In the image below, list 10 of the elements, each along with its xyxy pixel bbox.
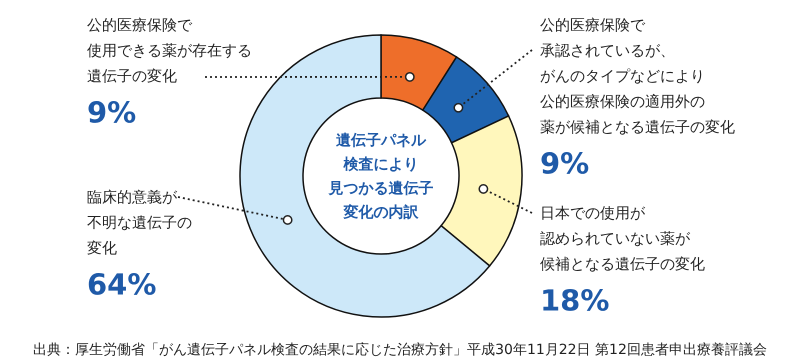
data-label: 18% [540,284,610,318]
slice-label: 公的医療保険で使用できる薬が存在する遺伝子の変化 [87,16,252,85]
slice-label: 公的医療保険で承認されているが、がんのタイプなどにより公的医療保険の適用外の薬が候補となる遺伝子の変化 [540,16,735,136]
source-note: 出典：厚生労働省「がん遺伝子パネル検査の結果に応じた治療方針」平成30年11月22日 第12回患者申出療養評議会 [33,342,767,358]
data-label: 9% [87,96,136,130]
text: 遺伝子パネル検査により見つかる遺伝子変化の内訳 [328,131,434,221]
data-label: 9% [540,146,590,180]
slice-label: 臨床的意義が不明な遺伝子の変化 [87,188,192,257]
data-label: 64% [87,268,156,302]
slice-label: 日本での使用が認められていない薬が候補となる遺伝子の変化 [540,204,705,273]
